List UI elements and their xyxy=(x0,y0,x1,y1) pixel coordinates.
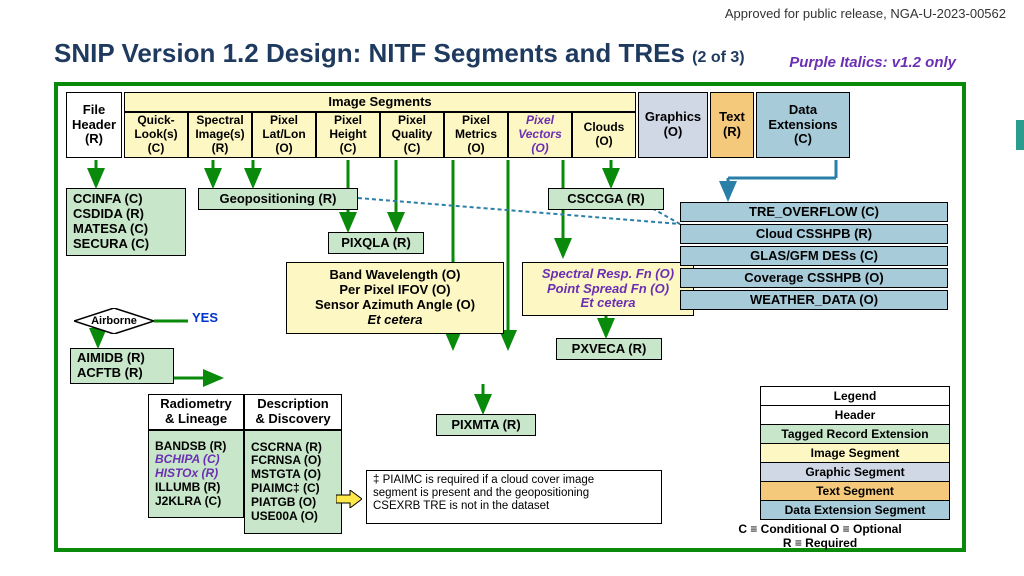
image-segment-col: Clouds(O) xyxy=(572,112,636,158)
pxveca-box: PXVECA (R) xyxy=(556,338,662,360)
pixmta-box: PIXMTA (R) xyxy=(436,414,536,436)
band-wavelength-block: Band Wavelength (O)Per Pixel IFOV (O)Sen… xyxy=(286,262,504,334)
spectral-resp-block: Spectral Resp. Fn (O)Point Spread Fn (O)… xyxy=(522,262,694,316)
airborne-label: Airborne xyxy=(74,308,154,334)
image-segments-title: Image Segments xyxy=(124,92,636,112)
data-extension-list: TRE_OVERFLOW (C)Cloud CSSHPB (R)GLAS/GFM… xyxy=(680,202,948,312)
legend-row: Image Segment xyxy=(761,443,949,462)
data-extension-item: GLAS/GFM DESs (C) xyxy=(680,246,948,266)
title-sub: (2 of 3) xyxy=(692,49,744,66)
csccga-box: CSCCGA (R) xyxy=(548,188,664,210)
aimidb-block: AIMIDB (R)ACFTB (R) xyxy=(70,348,174,384)
legend-foot-1: C ≡ Conditional O ≡ Optional xyxy=(690,522,950,536)
airborne-decision: Airborne xyxy=(74,308,154,334)
legend-row: Tagged Record Extension xyxy=(761,424,949,443)
yellow-arrow-icon xyxy=(336,490,362,508)
image-segment-col: SpectralImage(s)(R) xyxy=(188,112,252,158)
radiometry-header: Radiometry& Lineage xyxy=(148,394,244,430)
description-items: CSCRNA (R)FCRNSA (O)MSTGTA (O)PIAIMC‡ (C… xyxy=(244,430,342,534)
legend-foot-2: R ≡ Required xyxy=(690,536,950,550)
legend-row: Header xyxy=(761,405,949,424)
image-segment-col: PixelLat/Lon(O) xyxy=(252,112,316,158)
legend-title: Legend xyxy=(761,387,949,405)
ccinfa-block: CCINFA (C)CSDIDA (R)MATESA (C)SECURA (C) xyxy=(66,188,186,256)
image-segment-col: PixelVectors(O) xyxy=(508,112,572,158)
image-segment-col: PixelMetrics(O) xyxy=(444,112,508,158)
data-extension-item: Cloud CSSHPB (R) xyxy=(680,224,948,244)
title-main: SNIP Version 1.2 Design: NITF Segments a… xyxy=(54,38,685,68)
data-extensions-box: DataExtensions(C) xyxy=(756,92,850,158)
data-extension-item: Coverage CSSHPB (O) xyxy=(680,268,948,288)
accent-bar xyxy=(1016,120,1024,150)
image-segment-col: PixelHeight(C) xyxy=(316,112,380,158)
data-extension-item: WEATHER_DATA (O) xyxy=(680,290,948,310)
legend-row: Data Extension Segment xyxy=(761,500,949,519)
image-segment-col: PixelQuality(C) xyxy=(380,112,444,158)
description-header: Description& Discovery xyxy=(244,394,342,430)
yes-label: YES xyxy=(192,310,218,325)
footnote-box: ‡ PIAIMC is required if a cloud cover im… xyxy=(366,470,662,524)
graphics-box: Graphics(O) xyxy=(638,92,708,158)
data-extension-item: TRE_OVERFLOW (C) xyxy=(680,202,948,222)
pixqla-box: PIXQLA (R) xyxy=(328,232,424,254)
legend-row: Graphic Segment xyxy=(761,462,949,481)
legend-box: Legend HeaderTagged Record ExtensionImag… xyxy=(760,386,950,520)
file-header-box: FileHeader(R) xyxy=(66,92,122,158)
page-title: SNIP Version 1.2 Design: NITF Segments a… xyxy=(54,38,745,69)
purple-italics-note: Purple Italics: v1.2 only xyxy=(789,54,956,71)
radiometry-items: BANDSB (R)BCHIPA (C)HISTOx (R)ILLUMB (R)… xyxy=(148,430,244,518)
text-box: Text(R) xyxy=(710,92,754,158)
legend-footer: C ≡ Conditional O ≡ Optional R ≡ Require… xyxy=(690,522,950,550)
legend-row: Text Segment xyxy=(761,481,949,500)
geopositioning-box: Geopositioning (R) xyxy=(198,188,358,210)
image-segment-col: Quick-Look(s)(C) xyxy=(124,112,188,158)
release-note: Approved for public release, NGA-U-2023-… xyxy=(725,6,1006,21)
diagram-frame: FileHeader(R) Image Segments Graphics(O)… xyxy=(54,82,966,552)
